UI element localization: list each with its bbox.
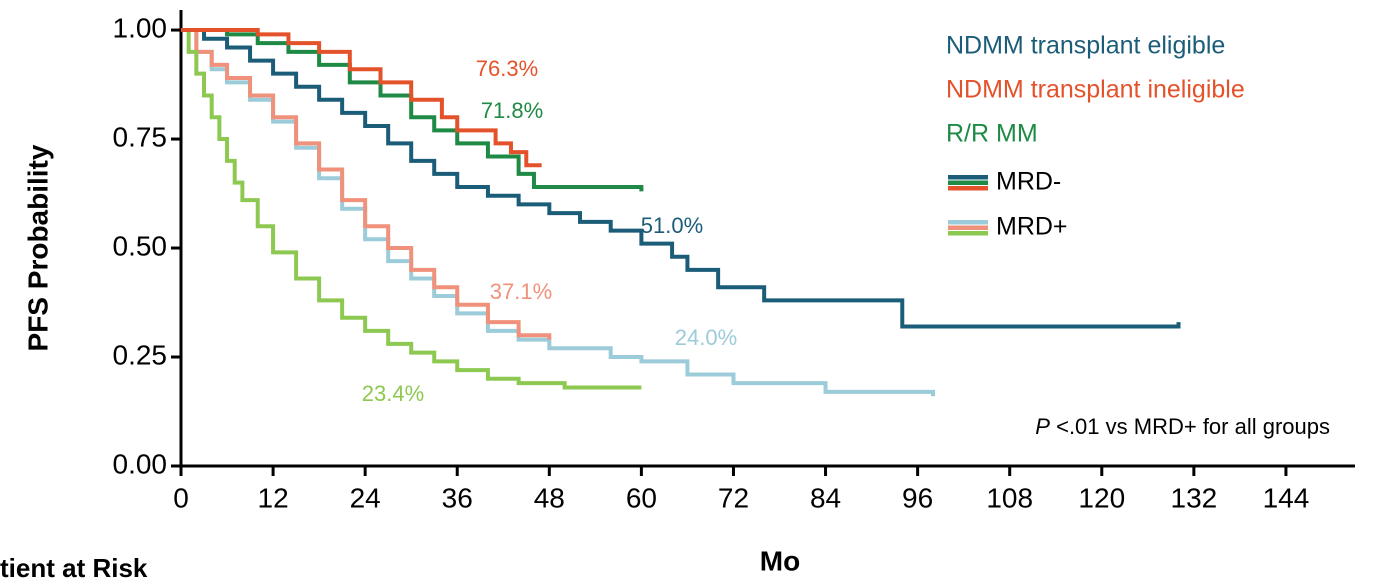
y-axis-label: PFS Probability <box>22 144 53 351</box>
legend-swatch <box>948 225 988 230</box>
legend-swatch <box>948 220 988 225</box>
curve-label: 37.1% <box>490 279 552 304</box>
legend-swatch <box>948 186 988 191</box>
x-tick-label: 84 <box>810 482 841 513</box>
curve-label: 71.8% <box>481 98 543 123</box>
legend-group: NDMM transplant ineligible <box>946 76 1245 104</box>
x-tick-label: 144 <box>1263 482 1310 513</box>
legend-swatch <box>948 175 988 180</box>
y-tick-label: 0.50 <box>113 230 168 261</box>
km-curve <box>181 28 552 340</box>
legend-status: MRD+ <box>996 213 1068 241</box>
x-axis-label: Mo <box>760 545 800 576</box>
footer: tient at Risk <box>0 553 148 579</box>
y-tick-label: 1.00 <box>113 12 168 43</box>
x-tick-label: 60 <box>626 482 657 513</box>
curve-label: 23.4% <box>362 381 424 406</box>
x-tick-label: 48 <box>534 482 565 513</box>
km-curve <box>181 28 542 168</box>
curve-label: 51.0% <box>641 213 703 238</box>
x-tick-label: 24 <box>350 482 381 513</box>
y-tick-label: 0.75 <box>113 121 168 152</box>
x-tick-label: 120 <box>1078 482 1125 513</box>
x-tick-label: 96 <box>902 482 933 513</box>
y-tick-label: 0.00 <box>113 448 168 479</box>
x-tick-label: 0 <box>173 482 189 513</box>
km-curve <box>181 28 1181 329</box>
x-tick-label: 12 <box>258 482 289 513</box>
x-tick-label: 72 <box>718 482 749 513</box>
km-curve <box>181 28 642 390</box>
x-tick-label: 108 <box>986 482 1033 513</box>
x-tick-label: 132 <box>1171 482 1218 513</box>
p-italic: P <box>1035 414 1050 439</box>
curve-label: 24.0% <box>675 325 737 350</box>
x-tick-label: 36 <box>442 482 473 513</box>
p-text: <.01 vs MRD+ for all groups <box>1050 414 1330 439</box>
legend-status: MRD- <box>996 168 1061 196</box>
y-tick-label: 0.25 <box>113 339 168 370</box>
legend-group: NDMM transplant eligible <box>946 32 1225 60</box>
legend-swatch <box>948 231 988 236</box>
curve-label: 76.3% <box>476 56 538 81</box>
p-note: P <.01 vs MRD+ for all groups <box>1035 414 1330 439</box>
legend-group: R/R MM <box>946 120 1038 148</box>
legend-swatch <box>948 180 988 185</box>
